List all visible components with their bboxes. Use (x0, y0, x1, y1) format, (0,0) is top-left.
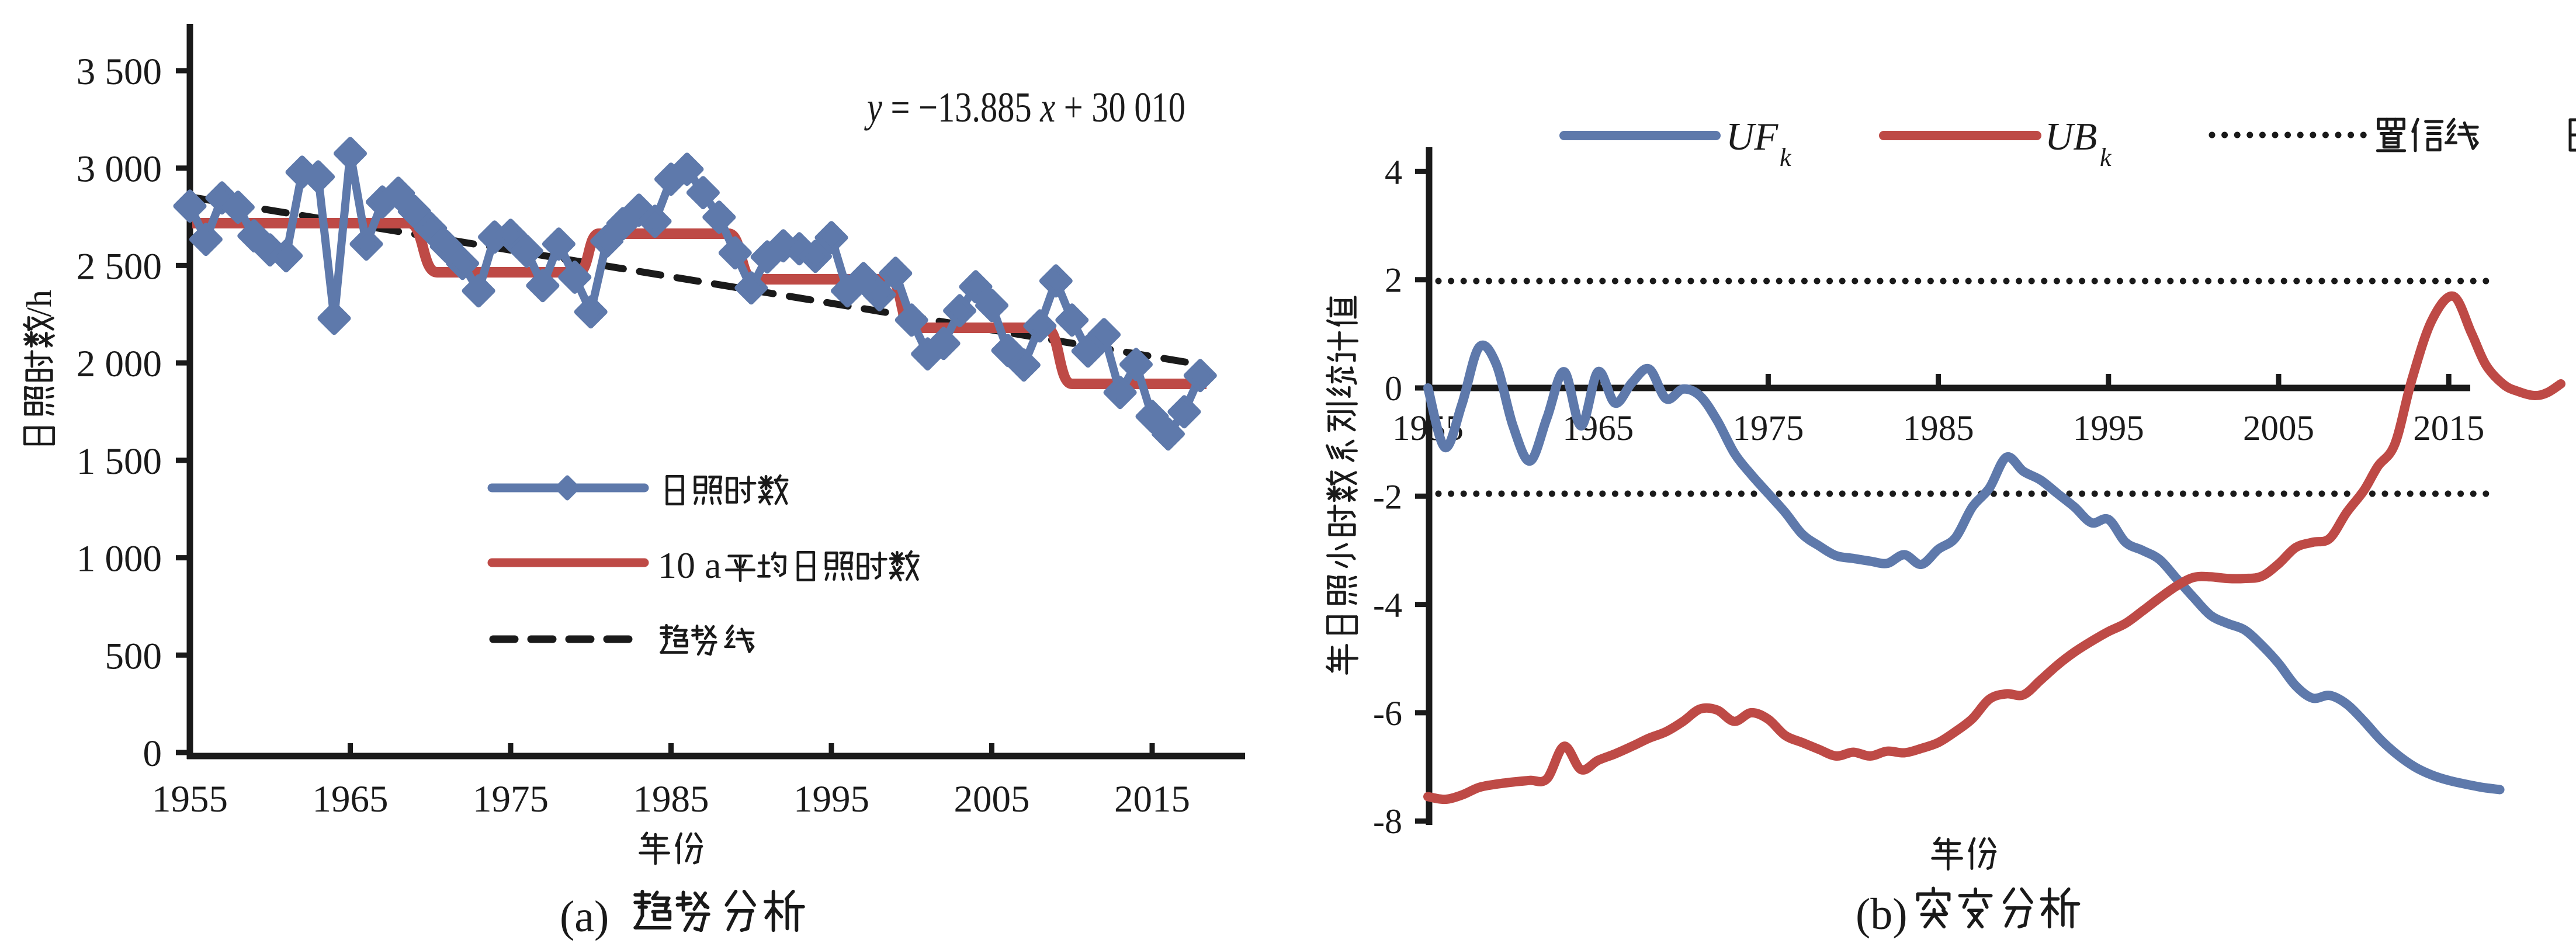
svg-text:1975: 1975 (473, 778, 549, 820)
svg-text:10 a: 10 a (658, 545, 721, 586)
svg-text:4: 4 (1385, 152, 1402, 191)
svg-text:k: k (1780, 143, 1792, 172)
svg-text:1 500: 1 500 (77, 441, 162, 483)
svg-text:500: 500 (105, 635, 162, 677)
svg-text:1995: 1995 (2073, 409, 2144, 448)
svg-text:UF: UF (1726, 115, 1778, 158)
svg-text:-6: -6 (1373, 694, 1402, 733)
svg-text:2015: 2015 (1114, 778, 1190, 820)
svg-text:(a): (a) (560, 892, 609, 941)
svg-text:y = −13.885 x + 30 010: y = −13.885 x + 30 010 (864, 84, 1185, 131)
svg-text:2015: 2015 (2413, 409, 2484, 448)
svg-text:UB: UB (2045, 115, 2097, 158)
svg-text:1965: 1965 (313, 778, 389, 820)
svg-text:1995: 1995 (793, 778, 869, 820)
svg-text:3 000: 3 000 (77, 148, 162, 190)
svg-text:1985: 1985 (1903, 409, 1974, 448)
svg-text:3 500: 3 500 (77, 51, 162, 93)
svg-text:-4: -4 (1373, 586, 1402, 625)
svg-text:1985: 1985 (633, 778, 709, 820)
svg-text:1975: 1975 (1732, 409, 1804, 448)
svg-text:2005: 2005 (2243, 409, 2314, 448)
svg-text:k: k (2100, 143, 2112, 172)
svg-text:1955: 1955 (152, 778, 228, 820)
svg-text:2005: 2005 (954, 778, 1030, 820)
svg-text:2 000: 2 000 (77, 343, 162, 385)
svg-text:(b): (b) (1856, 890, 1908, 939)
svg-text:-8: -8 (1373, 802, 1402, 841)
svg-text:1 000: 1 000 (77, 538, 162, 580)
svg-text:0: 0 (1385, 369, 1402, 408)
svg-text:/h: /h (20, 290, 58, 317)
svg-text:0: 0 (143, 733, 162, 775)
svg-text:2 500: 2 500 (77, 245, 162, 287)
svg-text:-2: -2 (1373, 477, 1402, 516)
svg-text:2: 2 (1385, 261, 1402, 300)
